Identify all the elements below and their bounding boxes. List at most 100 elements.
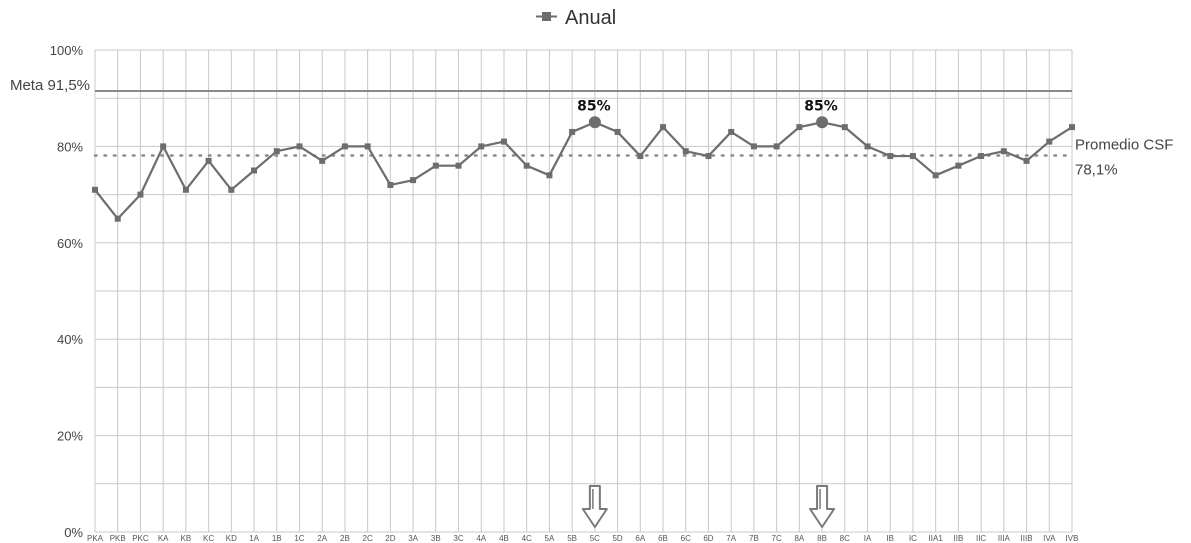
x-tick-label: KC xyxy=(203,534,214,543)
meta-label: Meta 91,5% xyxy=(10,77,90,94)
data-point xyxy=(114,215,121,222)
x-tick-label: 8A xyxy=(794,534,804,543)
data-point xyxy=(228,186,235,193)
x-axis: PKA PKB PKC KA KB KC KD 1A 1B 1C 2A 2B 2C 2D 3A 3B 3C 4A 4… xyxy=(87,534,1078,543)
data-point xyxy=(1046,138,1053,145)
data-point xyxy=(364,143,371,150)
x-tick-label: 1A xyxy=(249,534,259,543)
data-point xyxy=(637,153,644,160)
data-point xyxy=(682,148,689,155)
x-tick-label: 2C xyxy=(363,534,373,543)
x-tick-label: PKA xyxy=(87,534,104,543)
data-point xyxy=(932,172,939,179)
x-tick-label: IB xyxy=(886,534,894,543)
x-tick-label: IVA xyxy=(1043,534,1056,543)
average-label: Promedio CSF xyxy=(1075,137,1173,154)
legend: Anual xyxy=(536,7,616,29)
x-tick-label: IIA1 xyxy=(929,534,944,543)
x-tick-label: 7A xyxy=(726,534,736,543)
data-point xyxy=(750,143,757,150)
x-tick-label: PKC xyxy=(132,534,149,543)
x-tick-label: 5D xyxy=(612,534,622,543)
average-value-label: 78,1% xyxy=(1075,162,1118,179)
y-tick-label: 60% xyxy=(57,236,83,251)
data-point xyxy=(569,128,576,135)
data-point xyxy=(92,186,98,193)
x-tick-label: 8C xyxy=(840,534,850,543)
x-tick-label: IIB xyxy=(954,534,964,543)
data-point xyxy=(387,181,394,188)
data-point xyxy=(251,167,258,174)
down-arrow-icon xyxy=(581,485,608,528)
data-label: 85% xyxy=(577,98,611,114)
data-point xyxy=(705,153,712,160)
data-point xyxy=(796,124,803,131)
data-point xyxy=(319,157,326,164)
data-point xyxy=(182,186,189,193)
x-tick-label: 6B xyxy=(658,534,668,543)
data-point xyxy=(410,177,417,184)
data-point xyxy=(273,148,280,155)
data-point xyxy=(455,162,462,169)
series-anual xyxy=(92,116,1075,222)
data-point xyxy=(1069,124,1075,131)
data-point xyxy=(773,143,780,150)
annotations: 85% 85% xyxy=(577,98,838,114)
x-tick-label: 1B xyxy=(272,534,282,543)
y-tick-label: 20% xyxy=(57,429,83,444)
data-point xyxy=(864,143,871,150)
data-point xyxy=(660,124,667,131)
x-tick-label: 6C xyxy=(681,534,691,543)
y-tick-label: 0% xyxy=(64,525,83,540)
x-tick-label: 3B xyxy=(431,534,441,543)
x-tick-label: 4B xyxy=(499,534,509,543)
x-tick-label: PKB xyxy=(110,534,126,543)
data-point xyxy=(205,157,212,164)
data-point xyxy=(955,162,962,169)
x-tick-label: 6A xyxy=(635,534,645,543)
x-tick-label: IIC xyxy=(976,534,986,543)
data-point xyxy=(1023,157,1030,164)
x-tick-label: IA xyxy=(864,534,872,543)
data-point xyxy=(160,143,167,150)
data-point xyxy=(1000,148,1007,155)
down-arrow-icon xyxy=(809,485,836,528)
data-point xyxy=(546,172,553,179)
x-tick-label: 8B xyxy=(817,534,827,543)
x-tick-label: 7B xyxy=(749,534,759,543)
x-tick-label: KB xyxy=(181,534,192,543)
x-tick-label: IVB xyxy=(1066,534,1079,543)
x-tick-label: 3C xyxy=(453,534,463,543)
legend-label: Anual xyxy=(565,7,616,29)
x-tick-label: 2D xyxy=(385,534,395,543)
x-tick-label: 2B xyxy=(340,534,350,543)
x-tick-label: 7C xyxy=(772,534,782,543)
series-line xyxy=(94,121,1073,220)
x-tick-label: IIIB xyxy=(1021,534,1033,543)
reference-lines: Meta 91,5% Promedio CSF 78,1% xyxy=(10,77,1173,179)
arrows xyxy=(581,485,836,528)
data-point xyxy=(523,162,530,169)
x-tick-label: IC xyxy=(909,534,917,543)
x-tick-label: 2A xyxy=(317,534,327,543)
data-point xyxy=(500,138,507,145)
x-tick-label: 1C xyxy=(294,534,304,543)
x-tick-label: 4A xyxy=(476,534,486,543)
y-tick-label: 80% xyxy=(57,139,83,154)
data-point-highlight xyxy=(588,116,601,129)
data-point xyxy=(478,143,485,150)
x-tick-label: 3A xyxy=(408,534,418,543)
y-tick-label: 40% xyxy=(57,332,83,347)
x-tick-label: KA xyxy=(158,534,169,543)
data-point xyxy=(887,153,894,160)
data-point xyxy=(296,143,303,150)
data-point xyxy=(728,128,735,135)
x-tick-label: 5B xyxy=(567,534,577,543)
x-tick-label: 5C xyxy=(590,534,600,543)
data-point xyxy=(137,191,144,198)
x-tick-label: IIIA xyxy=(998,534,1011,543)
x-tick-label: 5A xyxy=(545,534,555,543)
data-point xyxy=(614,128,621,135)
data-point xyxy=(978,153,985,160)
